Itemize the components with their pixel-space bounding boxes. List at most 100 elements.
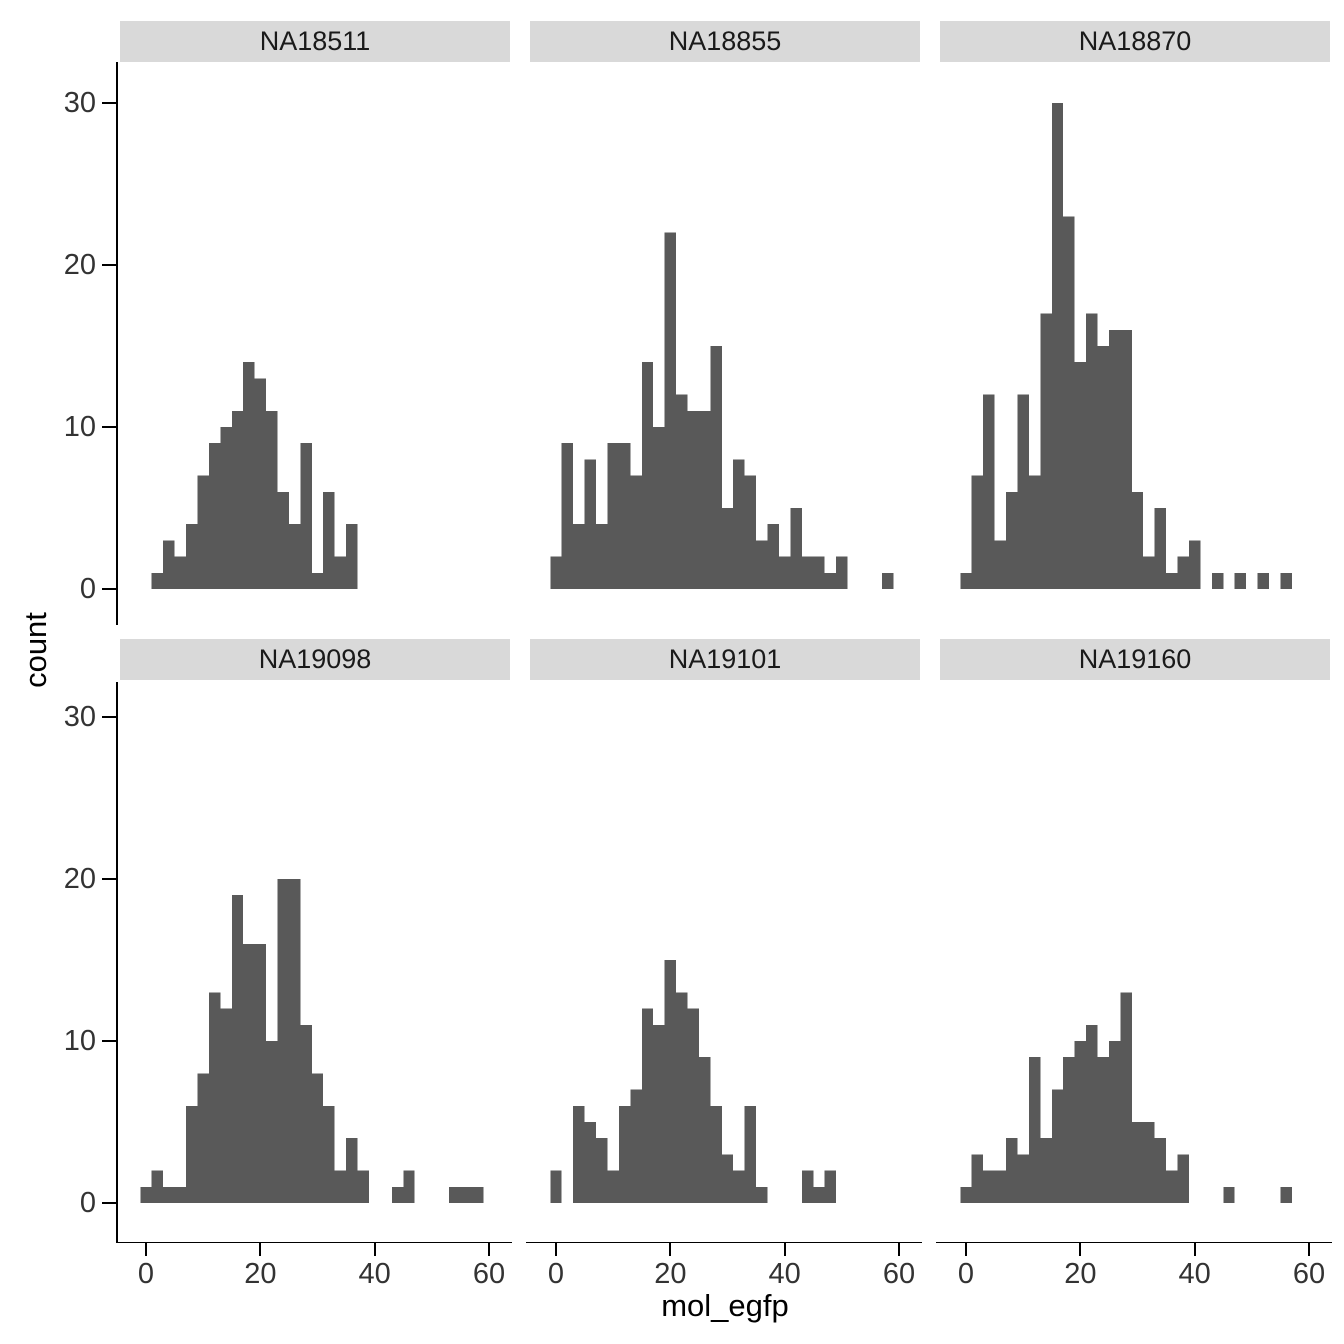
histogram-bar <box>1143 1122 1155 1203</box>
x-tick-mark <box>898 1243 900 1256</box>
histogram-bar <box>1028 1057 1041 1203</box>
histogram-bar <box>641 1008 654 1203</box>
y-tick-label: 0 <box>79 1187 96 1219</box>
histogram-bar <box>334 556 347 589</box>
histogram-bar <box>1086 1024 1098 1203</box>
x-axis-line <box>526 1241 922 1244</box>
histogram-bar <box>288 524 301 589</box>
histogram-bar <box>391 1186 404 1203</box>
histogram-bar <box>220 427 232 589</box>
histogram-bar <box>1040 313 1052 589</box>
histogram-bar <box>163 540 175 589</box>
histogram-bar <box>630 1089 642 1203</box>
histogram-bar <box>630 475 642 589</box>
histogram-bar <box>550 1170 562 1203</box>
facet-strip-label: NA19160 <box>1078 644 1192 674</box>
histogram-bar <box>607 443 619 589</box>
histogram-bar <box>151 1170 164 1203</box>
histogram-bar <box>790 508 802 589</box>
histogram-bar <box>1280 572 1292 589</box>
histogram-panel-NA18855 <box>550 232 894 589</box>
histogram-bar <box>1051 1089 1064 1203</box>
histogram-bar <box>151 572 164 589</box>
y-tick-label: 30 <box>63 701 96 733</box>
x-tick-mark <box>1079 1243 1082 1256</box>
x-axis-line <box>936 1241 1332 1244</box>
histogram-bar <box>744 475 757 589</box>
histogram-bar <box>197 1073 209 1203</box>
histogram-bar <box>664 960 677 1203</box>
histogram-bar <box>584 1122 597 1203</box>
histogram-bar <box>1063 216 1075 589</box>
histogram-bar <box>277 491 289 589</box>
histogram-bar <box>163 1186 175 1203</box>
histogram-bar <box>971 475 984 589</box>
histogram-bar <box>266 410 278 589</box>
x-tick-mark <box>965 1243 967 1256</box>
histogram-bar <box>1028 475 1041 589</box>
histogram-bar <box>1188 540 1201 589</box>
histogram-bar <box>744 1105 757 1203</box>
histogram-bar <box>687 1008 699 1203</box>
x-tick-mark <box>1193 1243 1196 1256</box>
histogram-bar <box>687 410 699 589</box>
histogram-bar <box>1074 1041 1087 1203</box>
histogram-bar <box>1131 1122 1144 1203</box>
x-tick-mark <box>1308 1243 1310 1256</box>
histogram-bar <box>1108 329 1121 589</box>
histogram-bar <box>721 508 734 589</box>
facet-strip-label: NA19098 <box>258 644 372 674</box>
x-tick-label: 60 <box>882 1258 916 1290</box>
histogram-bar <box>1154 508 1167 589</box>
histogram-bar <box>983 1170 995 1203</box>
x-tick-label: 20 <box>1064 1258 1097 1290</box>
histogram-bar <box>676 394 688 589</box>
histogram-bar <box>733 1170 745 1203</box>
histogram-bar <box>710 1105 722 1203</box>
histogram-bar <box>300 443 312 589</box>
facet-strip: NA18855 <box>530 21 920 62</box>
histogram-bar <box>824 1170 837 1203</box>
facet-strip: NA18870 <box>940 21 1330 62</box>
facet-strip-label: NA18511 <box>259 26 371 56</box>
facet-strip: NA18511 <box>120 21 510 62</box>
histogram-bar <box>573 524 585 589</box>
y-tick-label: 20 <box>63 249 96 281</box>
histogram-bar <box>1086 313 1098 589</box>
histogram-bar <box>1154 1138 1167 1203</box>
histogram-bar <box>641 362 654 589</box>
histogram-bar <box>186 1105 198 1203</box>
histogram-bar <box>174 556 187 589</box>
histogram-bar <box>1040 1138 1052 1203</box>
histogram-bar <box>208 992 221 1203</box>
histogram-bar <box>994 540 1007 589</box>
x-tick-mark <box>783 1243 786 1256</box>
histogram-bar <box>231 895 244 1203</box>
histogram-bar <box>1143 556 1155 589</box>
x-tick-mark <box>669 1243 672 1256</box>
x-tick-label: 40 <box>358 1258 391 1290</box>
histogram-bar <box>971 1154 984 1203</box>
histogram-bar <box>174 1186 187 1203</box>
y-tick-label: 0 <box>79 573 96 605</box>
histogram-bar <box>1177 1154 1189 1203</box>
y-axis-line <box>116 62 118 625</box>
histogram-bar <box>756 1186 768 1203</box>
histogram-bar <box>767 524 779 589</box>
histogram-panel-NA19098 <box>140 879 484 1203</box>
histogram-bar <box>311 572 324 589</box>
histogram-bar <box>231 410 244 589</box>
histogram-bar <box>584 459 597 589</box>
x-tick-label: 0 <box>547 1258 565 1290</box>
x-tick-label: 60 <box>1292 1258 1326 1290</box>
histogram-bar <box>1211 572 1224 589</box>
histogram-bar <box>1166 572 1178 589</box>
histogram-bar <box>1063 1057 1075 1203</box>
x-tick-label: 40 <box>1178 1258 1211 1290</box>
histogram-bar <box>346 1138 358 1203</box>
histogram-bar <box>1234 572 1247 589</box>
histogram-bar <box>573 1105 585 1203</box>
y-tick-mark <box>102 1202 116 1204</box>
histogram-bar <box>254 943 267 1203</box>
